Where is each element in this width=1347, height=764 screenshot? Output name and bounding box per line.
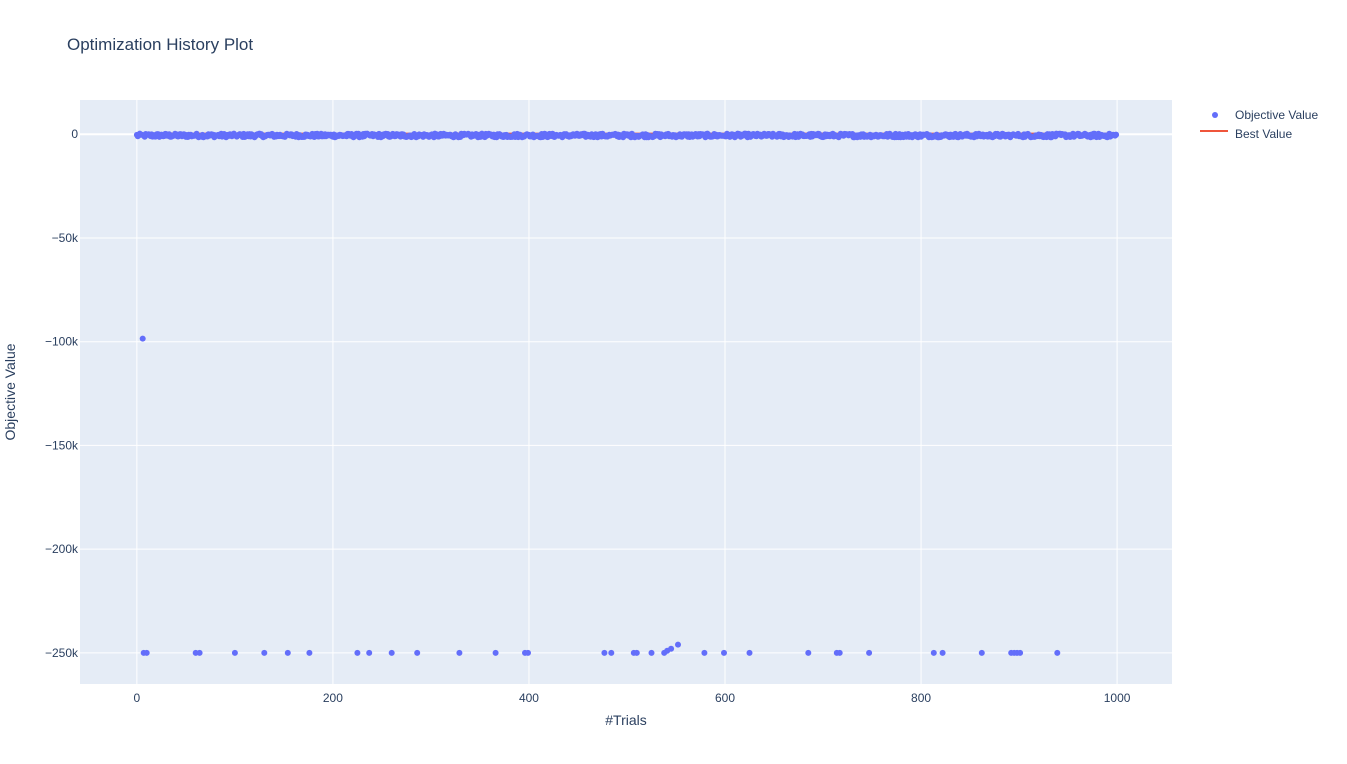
objective-outlier-point [1017, 649, 1024, 656]
objective-outlier-point [139, 335, 146, 342]
objective-value-series [133, 130, 1120, 656]
x-axis-label: #Trials [605, 712, 647, 728]
objective-outlier-point [805, 649, 812, 656]
objective-point [1113, 131, 1120, 138]
x-axis-ticks: 0 200 400 600 800 1000 [134, 691, 1131, 705]
legend-marker-objective-value [1212, 112, 1218, 118]
plot-area [80, 100, 1172, 684]
x-tick-label: 400 [519, 691, 539, 705]
x-tick-label: 1000 [1104, 691, 1131, 705]
legend-item-best-value[interactable]: Best Value [1200, 127, 1292, 141]
y-tick-label: −150k [45, 438, 79, 452]
objective-outlier-point [836, 649, 843, 656]
y-axis-ticks: 0 −50k −100k −150k −200k −250k [45, 127, 79, 660]
objective-outlier-point [608, 649, 615, 656]
legend-label-best-value: Best Value [1235, 127, 1292, 141]
legend[interactable]: Objective Value Best Value [1200, 108, 1318, 141]
objective-outlier-point [261, 649, 268, 656]
objective-outlier-point [306, 649, 313, 656]
objective-outlier-point [525, 649, 531, 656]
objective-outlier-point [701, 649, 708, 656]
objective-outlier-point [939, 649, 946, 656]
objective-outlier-point [633, 649, 640, 656]
y-axis-label: Objective Value [2, 343, 18, 440]
y-tick-label: −200k [45, 542, 79, 556]
objective-outlier-point [721, 649, 727, 656]
objective-outlier-point [930, 649, 937, 656]
objective-outlier-point [668, 645, 675, 652]
objective-outlier-point [414, 649, 421, 656]
y-tick-label: −50k [52, 231, 79, 245]
objective-outlier-point [601, 649, 608, 656]
objective-outlier-point [675, 641, 681, 648]
objective-outlier-point [231, 649, 238, 656]
objective-outlier-point [354, 649, 361, 656]
chart-title: Optimization History Plot [67, 35, 253, 54]
y-tick-label: −100k [45, 335, 79, 349]
x-tick-label: 800 [911, 691, 931, 705]
objective-outlier-point [366, 649, 373, 656]
objective-outlier-point [284, 649, 291, 656]
objective-outlier-point [746, 649, 753, 656]
objective-outlier-point [978, 649, 985, 656]
x-tick-label: 200 [323, 691, 343, 705]
y-tick-label: 0 [71, 127, 78, 141]
objective-outlier-point [866, 649, 873, 656]
legend-item-objective-value[interactable]: Objective Value [1212, 108, 1318, 122]
objective-outlier-point [456, 649, 463, 656]
y-tick-label: −250k [45, 646, 79, 660]
objective-outlier-point [648, 649, 655, 656]
objective-outlier-point [143, 649, 150, 656]
objective-outlier-point [492, 649, 499, 656]
objective-outlier-point [1054, 649, 1061, 656]
legend-label-objective-value: Objective Value [1235, 108, 1318, 122]
x-tick-label: 600 [715, 691, 735, 705]
objective-outlier-point [388, 649, 395, 656]
x-tick-label: 0 [134, 691, 141, 705]
objective-outlier-point [196, 649, 203, 656]
